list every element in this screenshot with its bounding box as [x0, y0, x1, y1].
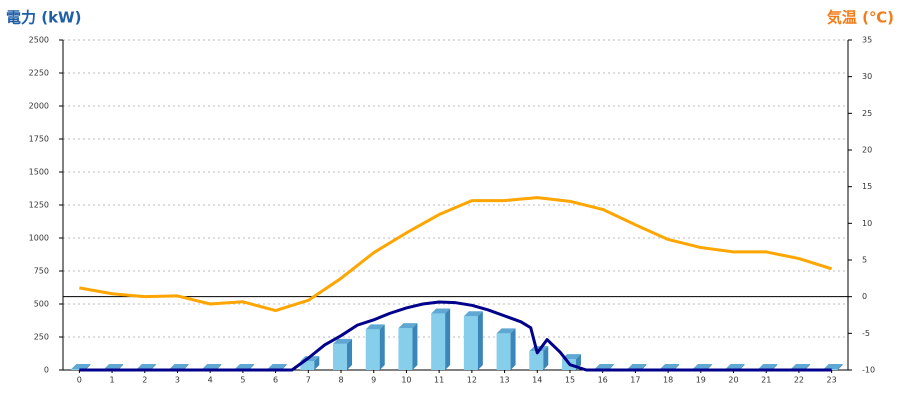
y2-tick-label: 5	[862, 256, 867, 265]
x-tick-label: 12	[467, 376, 477, 385]
x-tick-label: 14	[532, 376, 542, 385]
x-tick-label: 18	[663, 376, 673, 385]
x-tick-label: 2	[142, 376, 147, 385]
bar-top	[234, 364, 254, 369]
bar-top	[594, 364, 614, 369]
bar-front	[496, 333, 511, 370]
bar-top	[725, 364, 745, 369]
x-tick-label: 5	[240, 376, 245, 385]
y2-tick-label: -10	[862, 366, 875, 375]
bar-top	[627, 364, 647, 369]
line	[79, 196, 833, 313]
y2-tick-label: 0	[862, 292, 867, 301]
y-tick-label: 1500	[29, 168, 49, 177]
bar-top	[71, 364, 91, 369]
y2-axis-title: 気温 (℃)	[827, 9, 894, 27]
bar-side	[510, 328, 516, 370]
x-tick-label: 10	[401, 376, 411, 385]
bar-top	[431, 308, 451, 314]
y2-tick-label: 25	[862, 109, 872, 118]
x-tick-label: 4	[208, 376, 213, 385]
y2-tick-label: 20	[862, 146, 872, 155]
bar-top	[202, 364, 222, 369]
bar-top	[104, 364, 124, 369]
y2-tick-label: 35	[862, 36, 872, 45]
y-tick-label: 1750	[29, 135, 49, 144]
bar-top	[398, 323, 418, 329]
bar-top	[169, 364, 189, 369]
bar-top	[365, 324, 385, 330]
y2-tick-label: 10	[862, 219, 872, 228]
x-tick-label: 15	[565, 376, 575, 385]
x-tick-label: 17	[630, 376, 640, 385]
x-tick-label: 8	[338, 376, 343, 385]
bar-top	[561, 354, 581, 360]
y-tick-label: 1250	[29, 201, 49, 210]
y-axis-title: 電力 (kW)	[6, 9, 81, 27]
bar-side	[477, 311, 483, 370]
y2-tick-label: 15	[862, 182, 872, 191]
x-tick-label: 20	[728, 376, 738, 385]
bar-top	[790, 364, 810, 369]
bar-top	[136, 364, 156, 369]
x-tick-label: 6	[273, 376, 278, 385]
x-tick-label: 7	[306, 376, 311, 385]
bar-side	[445, 308, 451, 370]
bar-side	[347, 338, 353, 370]
bar-front	[431, 313, 446, 370]
x-tick-label: 1	[110, 376, 115, 385]
bar-top	[823, 364, 843, 369]
x-tick-label: 9	[371, 376, 376, 385]
x-tick-label: 19	[696, 376, 706, 385]
y-tick-label: 1000	[29, 234, 49, 243]
bar-front	[300, 361, 315, 370]
bar-top	[692, 364, 712, 369]
bar-side	[379, 324, 385, 370]
y-tick-label: 500	[34, 300, 49, 309]
bar-top	[758, 364, 778, 369]
bar-side	[543, 346, 549, 370]
bar-front	[365, 329, 380, 370]
y2-tick-label: -5	[862, 329, 870, 338]
bar-top	[267, 364, 287, 369]
y-tick-label: 2250	[29, 69, 49, 78]
bar-side	[314, 356, 320, 370]
x-tick-label: 13	[499, 376, 509, 385]
x-tick-label: 0	[77, 376, 82, 385]
bar-front	[398, 328, 413, 370]
bar-side	[837, 364, 843, 370]
y-tick-label: 250	[34, 333, 49, 342]
x-tick-label: 22	[794, 376, 804, 385]
bar-top	[333, 338, 353, 344]
y-tick-label: 750	[34, 267, 49, 276]
y2-tick-label: 30	[862, 72, 872, 81]
line	[79, 300, 832, 372]
bar-front	[463, 316, 478, 370]
bar-top	[496, 328, 516, 334]
x-tick-label: 11	[434, 376, 444, 385]
y-tick-label: 2000	[29, 102, 49, 111]
bar-front	[333, 343, 348, 370]
bar-top	[660, 364, 680, 369]
x-tick-label: 21	[761, 376, 771, 385]
x-tick-label: 23	[827, 376, 837, 385]
x-tick-label: 3	[175, 376, 180, 385]
x-tick-label: 16	[598, 376, 608, 385]
y-tick-label: 2500	[29, 36, 49, 45]
bar-top	[463, 311, 483, 317]
bar-side	[412, 323, 418, 370]
y-tick-label: 0	[44, 366, 49, 375]
bar-front	[71, 369, 86, 370]
bar-front	[529, 351, 544, 370]
